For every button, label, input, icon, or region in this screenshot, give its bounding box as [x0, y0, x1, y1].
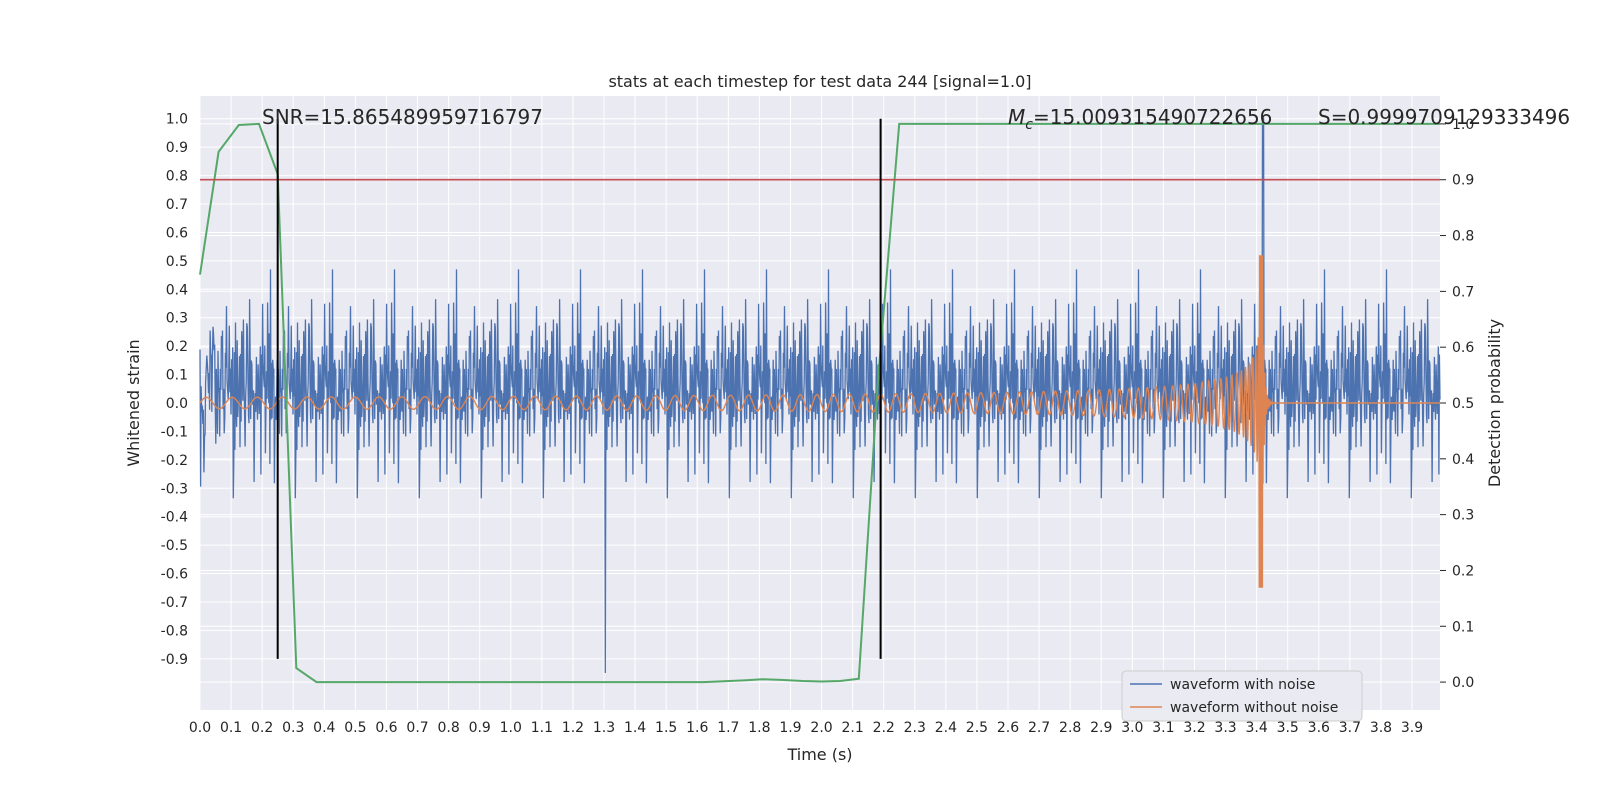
x-tick-label: 1.4 [624, 720, 646, 736]
y-tick-label: -0.7 [161, 595, 188, 611]
y-tick-label: -0.8 [161, 623, 188, 639]
y-tick-label: 0.0 [166, 396, 188, 412]
y2-tick-label: 0.6 [1452, 340, 1474, 356]
y-tick-label: 0.2 [166, 339, 188, 355]
x-tick-label: 2.6 [997, 720, 1019, 736]
legend-label-noise: waveform with noise [1170, 677, 1315, 693]
s-annotation: S=0.9999709129333496 [1318, 105, 1570, 129]
x-tick-label: 3.2 [1183, 720, 1205, 736]
chirp-mass-subscript: c [1025, 117, 1033, 133]
x-tick-label: 2.0 [810, 720, 832, 736]
y-tick-label: 0.6 [166, 225, 188, 241]
x-tick-label: 1.3 [593, 720, 615, 736]
x-tick-label: 3.1 [1152, 720, 1174, 736]
y2-tick-label: 0.5 [1452, 396, 1474, 412]
x-tick-label: 3.3 [1214, 720, 1236, 736]
y-tick-label: 1.0 [166, 112, 188, 128]
x-tick-label: 0.5 [344, 720, 366, 736]
probability-series [199, 122, 1440, 684]
y2-tick-label: 0.4 [1452, 452, 1474, 468]
y-tick-label: -0.2 [161, 453, 188, 469]
y-tick-label: -0.6 [161, 567, 188, 583]
x-tick-label: 3.5 [1277, 720, 1299, 736]
x-tick-labels: 0.0 0.1 0.2 0.3 0.4 0.5 0.6 0.7 0.8 0.9 1.0 1.1 1.2 1… [189, 720, 1423, 736]
x-tick-label: 2.4 [935, 720, 957, 736]
y2-tick-label: 0.7 [1452, 284, 1474, 300]
y2-tick-label: 0.2 [1452, 563, 1474, 579]
y-tick-label: -0.9 [161, 652, 188, 668]
x-tick-label: 2.9 [1090, 720, 1112, 736]
y-tick-label: -0.4 [161, 510, 188, 526]
y-tick-label: 0.8 [166, 169, 188, 185]
y-tick-labels: 1.0 0.9 0.8 0.7 0.6 0.5 0.4 0.3 0.2 0.1 0.0 -0.1 -0.… [161, 112, 188, 668]
y-tick-label: 0.5 [166, 254, 188, 270]
x-tick-label: 0.8 [437, 720, 459, 736]
chirp-mass-symbol: M [1008, 105, 1025, 129]
x-tick-label: 2.1 [841, 720, 863, 736]
y2-axis-label: Detection probability [1485, 319, 1504, 487]
y-axis-label: Whitened strain [124, 339, 143, 466]
clean-waveform-line [199, 255, 1440, 588]
y2-tick-label: 0.0 [1452, 675, 1474, 691]
reference-lines [200, 118, 1440, 659]
x-tick-label: 0.7 [406, 720, 428, 736]
x-axis-label: Time (s) [786, 745, 852, 764]
x-tick-label: 1.6 [686, 720, 708, 736]
x-tick-label: 2.2 [873, 720, 895, 736]
x-tick-label: 0.2 [251, 720, 273, 736]
x-tick-label: 0.6 [375, 720, 397, 736]
x-tick-label: 0.1 [220, 720, 242, 736]
probability-line [199, 122, 1440, 684]
y2-tick-labels: 1.0 0.9 0.8 0.7 0.6 0.5 0.4 0.3 0.2 0.1 0.0 [1440, 117, 1474, 691]
y-tick-label: 0.3 [166, 311, 188, 327]
x-tick-label: 2.5 [966, 720, 988, 736]
chart-title: stats at each timestep for test data 244… [608, 72, 1031, 91]
chirp-mass-annotation: Mc=15.009315490722656 [1008, 105, 1272, 133]
x-tick-label: 2.3 [904, 720, 926, 736]
y2-tick-label: 0.9 [1452, 173, 1474, 189]
legend-box [1121, 670, 1363, 722]
x-tick-label: 1.7 [717, 720, 739, 736]
x-tick-label: 3.6 [1308, 720, 1330, 736]
x-tick-label: 0.0 [189, 720, 211, 736]
x-tick-label: 0.9 [469, 720, 491, 736]
x-tick-label: 0.3 [282, 720, 304, 736]
chirp-mass-value: =15.009315490722656 [1033, 105, 1272, 129]
x-tick-label: 3.8 [1370, 720, 1392, 736]
y2-tick-label: 0.8 [1452, 229, 1474, 245]
x-tick-label: 0.4 [313, 720, 335, 736]
x-tick-label: 3.7 [1339, 720, 1361, 736]
x-tick-label: 1.1 [531, 720, 553, 736]
x-tick-label: 1.0 [500, 720, 522, 736]
y-tick-label: -0.3 [161, 481, 188, 497]
legend-label-clean: waveform without noise [1170, 700, 1338, 716]
snr-annotation: SNR=15.865489959716797 [262, 105, 543, 129]
x-tick-label: 3.9 [1401, 720, 1423, 736]
x-tick-label: 2.8 [1059, 720, 1081, 736]
x-tick-label: 1.8 [748, 720, 770, 736]
clean-waveform-series [199, 255, 1440, 588]
y-tick-label: 0.9 [166, 140, 188, 156]
y-tick-label: 0.7 [166, 197, 188, 213]
x-tick-label: 3.4 [1246, 720, 1268, 736]
x-tick-label: 1.9 [779, 720, 801, 736]
y2-tick-label: 0.3 [1452, 508, 1474, 524]
y2-tick-label: 0.1 [1452, 619, 1474, 635]
y-tick-label: -0.5 [161, 538, 188, 554]
x-tick-label: 3.0 [1121, 720, 1143, 736]
y2-tick-label: 1.0 [1452, 117, 1474, 133]
y-tick-label: 0.4 [166, 282, 188, 298]
y-tick-label: -0.1 [161, 424, 188, 440]
x-tick-label: 1.5 [655, 720, 677, 736]
legend: waveform with noise waveform without noi… [1121, 670, 1363, 722]
y-tick-label: 0.1 [166, 368, 188, 384]
x-tick-label: 1.2 [562, 720, 584, 736]
x-tick-label: 2.7 [1028, 720, 1050, 736]
